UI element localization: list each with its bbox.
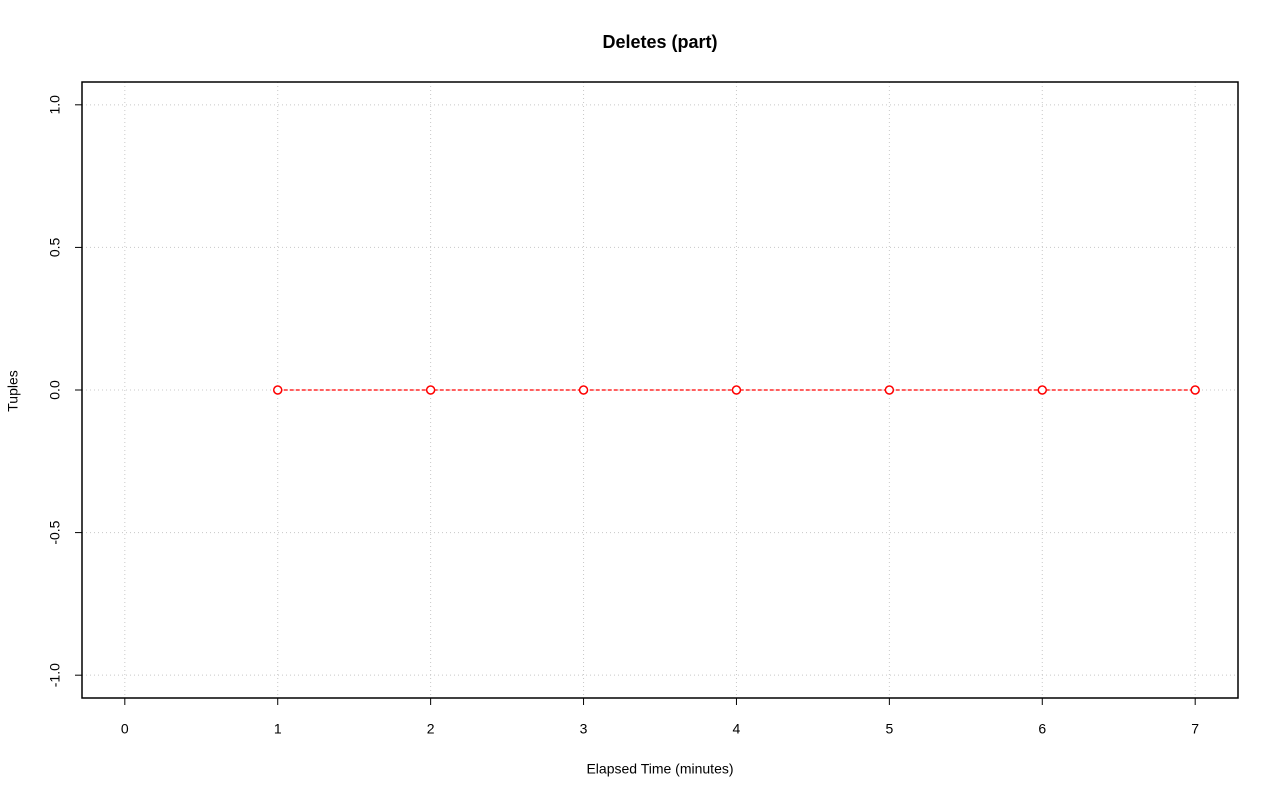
- x-tick-label: 0: [121, 721, 129, 737]
- x-tick-label: 1: [274, 721, 282, 737]
- data-point: [1037, 385, 1048, 395]
- x-tick-label: 3: [580, 721, 588, 737]
- data-point: [578, 385, 589, 395]
- x-tick-label: 5: [885, 721, 893, 737]
- y-tick-label: -1.0: [47, 663, 63, 687]
- x-tick-label: 6: [1038, 721, 1046, 737]
- y-tick-label: 0.0: [47, 380, 63, 400]
- data-point: [731, 385, 742, 395]
- x-tick-label: 2: [427, 721, 435, 737]
- data-point: [272, 385, 283, 395]
- plot-frame: [81, 81, 1239, 699]
- data-point: [884, 385, 895, 395]
- y-tick-label: 0.5: [47, 237, 63, 257]
- x-tick-label: 7: [1191, 721, 1199, 737]
- chart-title: Deletes (part): [602, 32, 717, 52]
- y-tick-label: 1.0: [47, 95, 63, 115]
- y-axis-label: Tuples: [5, 370, 21, 412]
- y-tick-label: -0.5: [47, 520, 63, 544]
- data-point: [1190, 385, 1200, 395]
- x-tick-label: 4: [733, 721, 741, 737]
- data-point: [425, 385, 436, 395]
- x-axis-label: Elapsed Time (minutes): [586, 761, 733, 777]
